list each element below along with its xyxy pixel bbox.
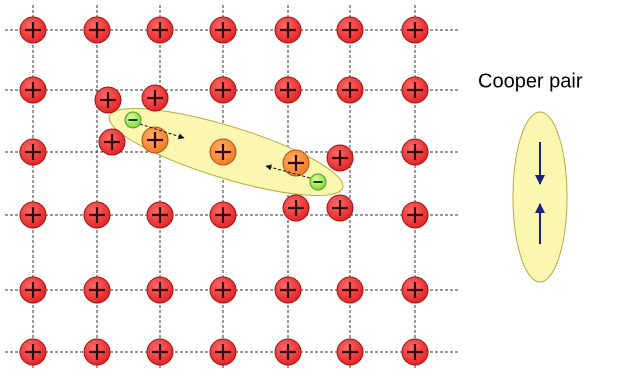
- plus-sign: [342, 22, 358, 38]
- ion: [83, 16, 111, 44]
- ion: [336, 76, 364, 104]
- ion: [282, 149, 310, 177]
- ion: [282, 194, 310, 222]
- plus-sign: [147, 90, 163, 106]
- ion: [336, 276, 364, 304]
- plus-sign: [215, 82, 231, 98]
- ion: [274, 16, 302, 44]
- plus-sign: [25, 144, 41, 160]
- ion: [401, 16, 429, 44]
- electron-motion-arrow: [139, 123, 185, 140]
- plus-sign: [280, 282, 296, 298]
- electron-motion-arrow: [265, 164, 311, 179]
- plus-sign: [407, 344, 423, 360]
- ion: [401, 76, 429, 104]
- ion: [83, 276, 111, 304]
- ion: [98, 128, 126, 156]
- ion: [209, 201, 237, 229]
- plus-sign: [25, 82, 41, 98]
- plus-sign: [147, 132, 163, 148]
- plus-sign: [215, 22, 231, 38]
- plus-sign: [342, 344, 358, 360]
- ion: [19, 338, 47, 366]
- plus-sign: [89, 207, 105, 223]
- ion: [146, 276, 174, 304]
- ion: [19, 201, 47, 229]
- plus-sign: [407, 282, 423, 298]
- plus-sign: [152, 22, 168, 38]
- electron: [309, 173, 327, 191]
- plus-sign: [342, 82, 358, 98]
- lattice-ions: [19, 16, 429, 366]
- ion: [94, 86, 122, 114]
- plus-sign: [89, 282, 105, 298]
- ion: [146, 201, 174, 229]
- plus-sign: [407, 82, 423, 98]
- plus-sign: [215, 144, 231, 160]
- plus-sign: [407, 144, 423, 160]
- ion: [401, 201, 429, 229]
- ion: [19, 138, 47, 166]
- plus-sign: [25, 207, 41, 223]
- ion: [209, 76, 237, 104]
- ion: [209, 16, 237, 44]
- plus-sign: [215, 344, 231, 360]
- lattice-grid: [5, 5, 460, 370]
- plus-sign: [280, 82, 296, 98]
- plus-sign: [280, 22, 296, 38]
- ion: [209, 338, 237, 366]
- plus-sign: [25, 22, 41, 38]
- pair-cloud-schematic: [512, 111, 568, 283]
- plus-sign: [342, 282, 358, 298]
- plus-sign: [152, 344, 168, 360]
- ion: [274, 338, 302, 366]
- plus-sign: [407, 207, 423, 223]
- plus-sign: [104, 134, 120, 150]
- ion: [141, 126, 169, 154]
- ion: [83, 338, 111, 366]
- ion: [274, 276, 302, 304]
- plus-sign: [288, 200, 304, 216]
- ion: [274, 76, 302, 104]
- ion: [146, 338, 174, 366]
- ion: [19, 276, 47, 304]
- ion: [326, 194, 354, 222]
- plus-sign: [100, 92, 116, 108]
- ion: [141, 84, 169, 112]
- plus-sign: [332, 200, 348, 216]
- ion: [401, 338, 429, 366]
- ion: [19, 16, 47, 44]
- ion: [336, 338, 364, 366]
- plus-sign: [89, 22, 105, 38]
- ion: [146, 16, 174, 44]
- plus-sign: [407, 22, 423, 38]
- plus-sign: [288, 155, 304, 171]
- pair-label: Cooper pair: [478, 70, 583, 92]
- plus-sign: [332, 150, 348, 166]
- plus-sign: [215, 282, 231, 298]
- plus-sign: [25, 344, 41, 360]
- ion: [209, 138, 237, 166]
- electron: [124, 111, 142, 129]
- plus-sign: [25, 282, 41, 298]
- ion: [209, 276, 237, 304]
- ion: [83, 201, 111, 229]
- plus-sign: [89, 344, 105, 360]
- ion: [326, 144, 354, 172]
- ion: [336, 16, 364, 44]
- ion: [401, 276, 429, 304]
- ion: [401, 138, 429, 166]
- plus-sign: [215, 207, 231, 223]
- ion: [19, 76, 47, 104]
- plus-sign: [152, 282, 168, 298]
- plus-sign: [280, 344, 296, 360]
- plus-sign: [152, 207, 168, 223]
